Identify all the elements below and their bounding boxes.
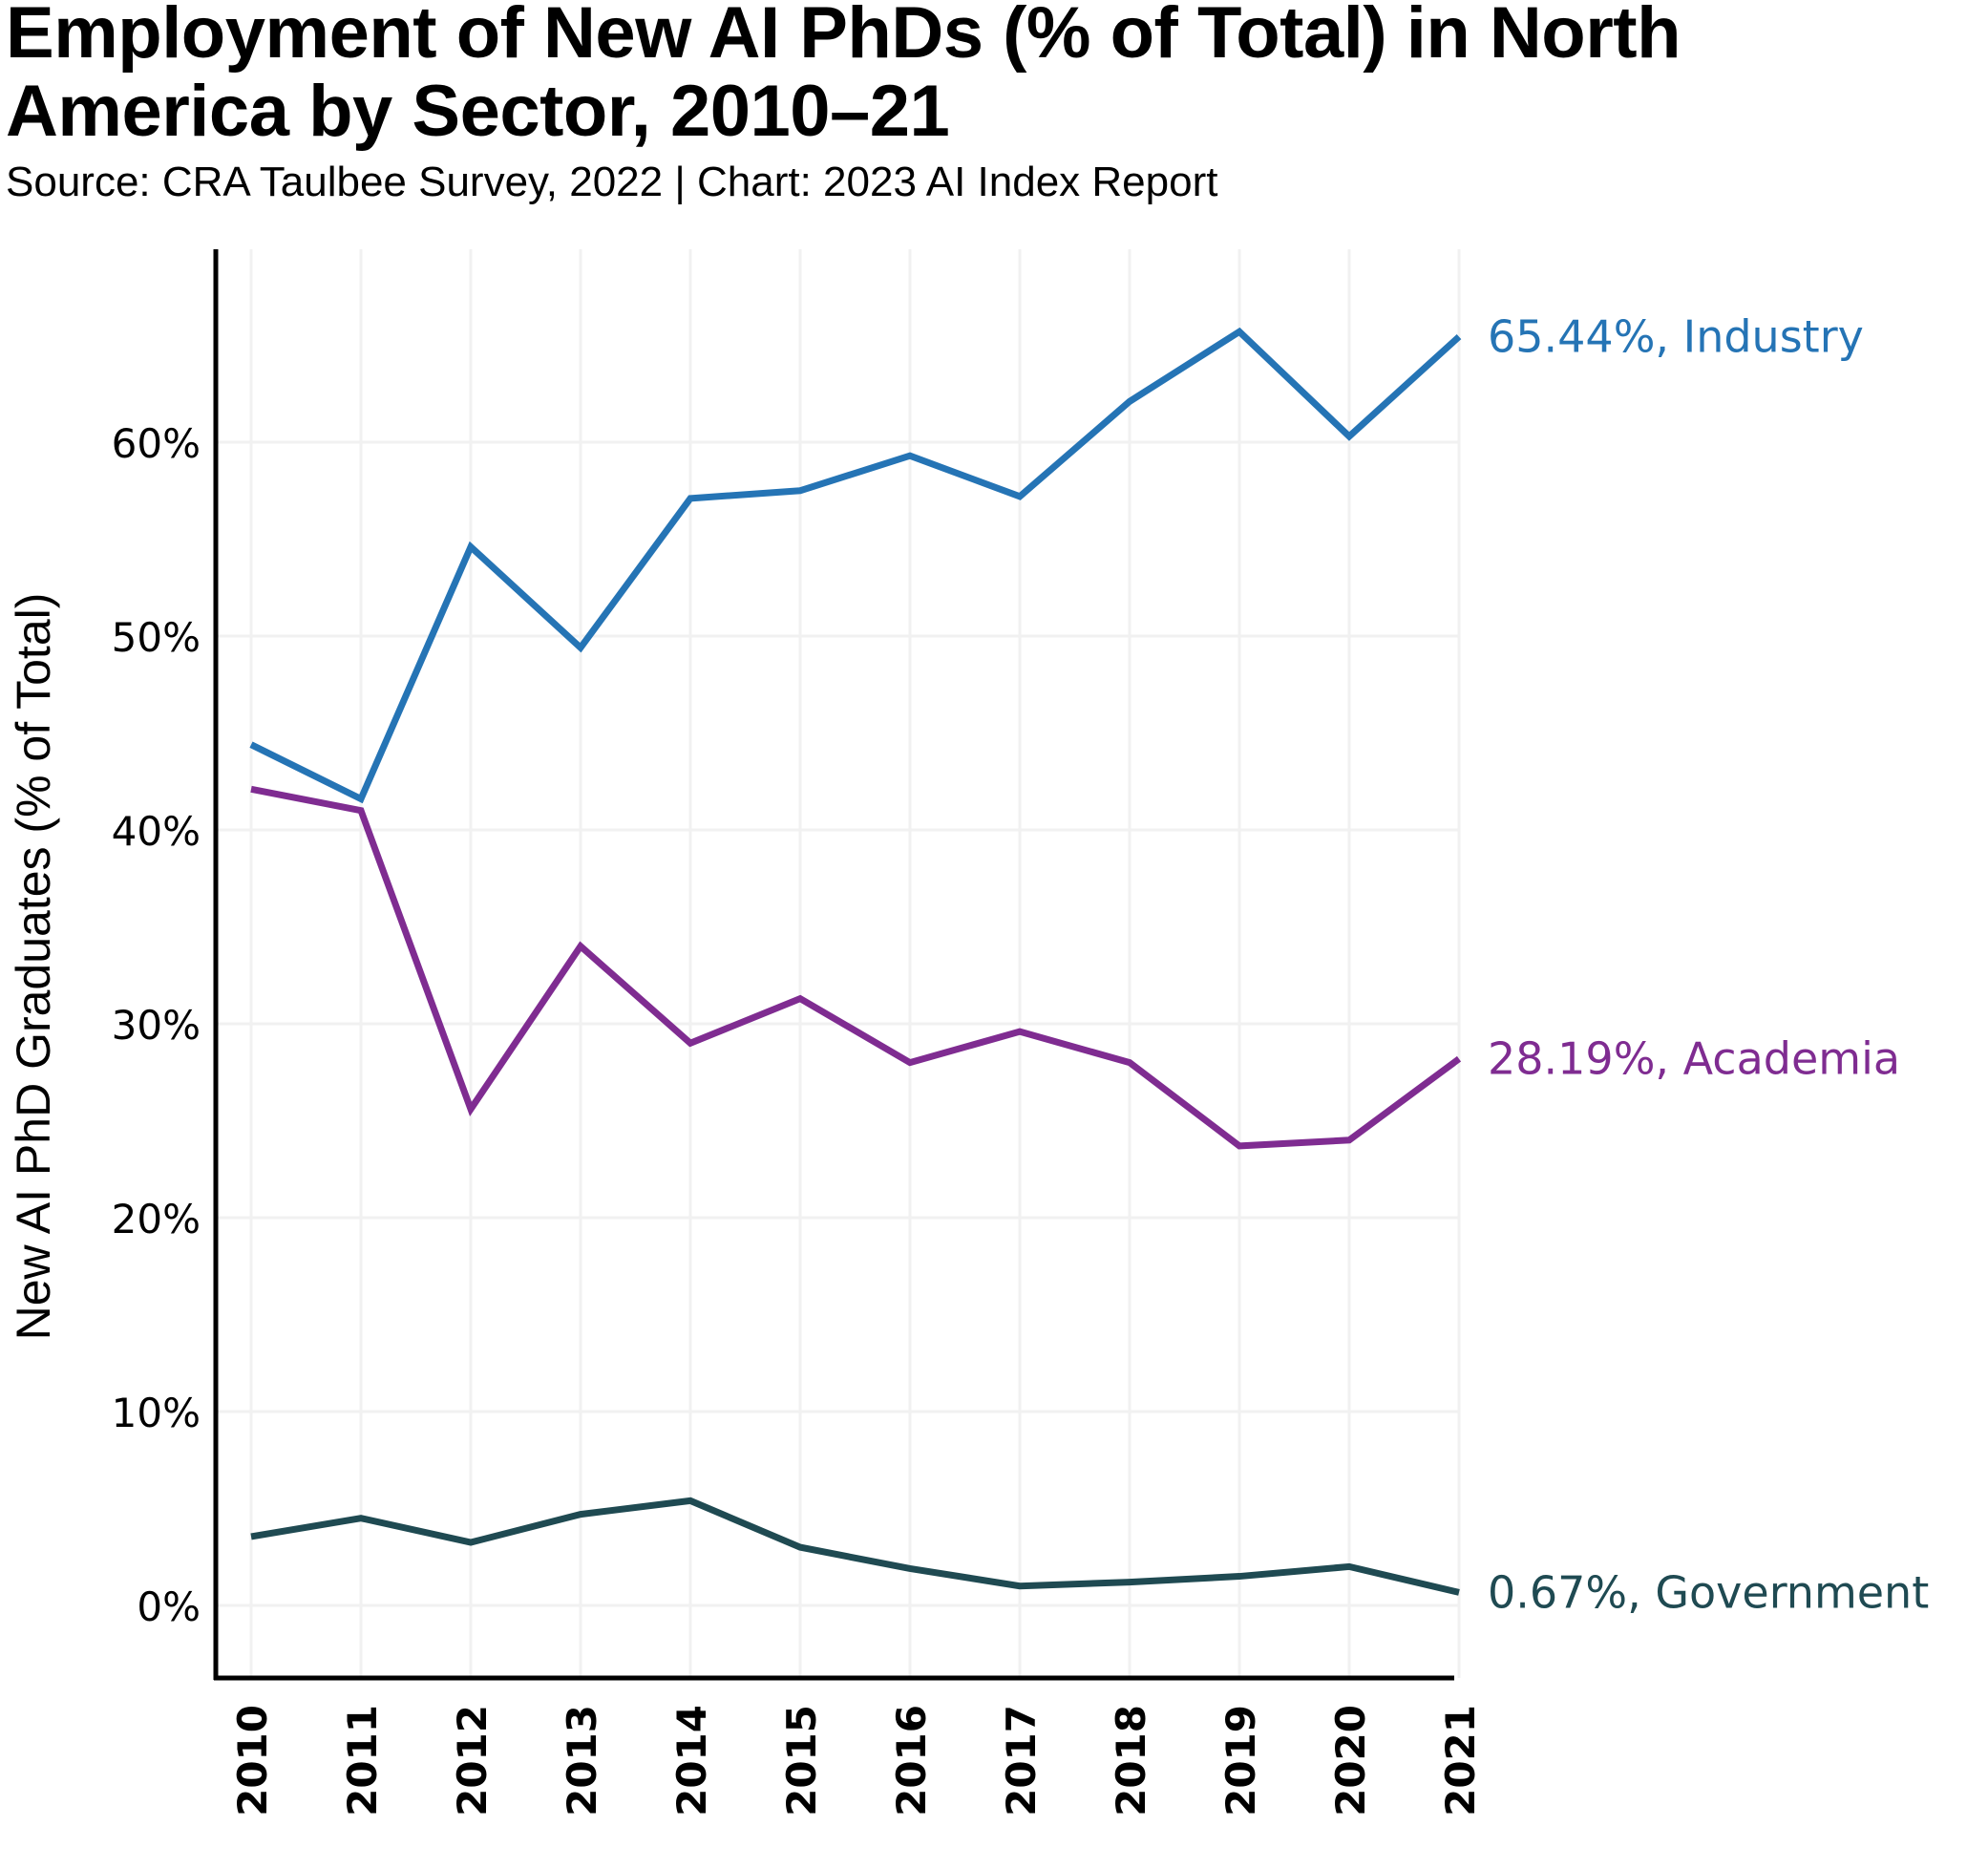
line-academia (250, 785, 1462, 1150)
y-tick-label: 0% (137, 1583, 201, 1630)
end-label-industry: 65.44%, Industry (1488, 311, 1864, 363)
chart-title: Employment of New AI PhDs (% of Total) i… (6, 0, 1681, 152)
x-tick-label: 2011 (339, 1705, 386, 1816)
x-tick-label: 2019 (1217, 1705, 1264, 1816)
y-tick-label: 40% (112, 808, 201, 855)
x-tick-label: 2012 (449, 1705, 496, 1816)
line-industry (249, 327, 1462, 804)
x-tick-label: 2010 (229, 1705, 276, 1816)
x-tick-label: 2015 (778, 1705, 825, 1816)
y-tick-label: 30% (112, 1002, 201, 1049)
y-tick-label: 10% (112, 1390, 201, 1436)
y-tick-label: 60% (112, 420, 201, 467)
x-tick-label: 2017 (998, 1705, 1045, 1816)
x-tick-label: 2016 (888, 1705, 935, 1816)
y-tick-label: 20% (112, 1196, 201, 1242)
x-tick-label: 2014 (668, 1705, 715, 1816)
series-lines (249, 327, 1462, 1596)
line-government (250, 1497, 1460, 1596)
y-tick-label: 50% (112, 614, 201, 661)
y-axis-title: New AI PhD Graduates (% of Total) (7, 593, 60, 1341)
x-tick-label: 2021 (1437, 1705, 1484, 1816)
x-tick-label: 2013 (559, 1705, 605, 1816)
end-label-academia: 28.19%, Academia (1488, 1033, 1900, 1085)
x-axis-ticks: 2010 2011 2012 2013 2014 2015 2016 2017 2018 2019… (229, 1705, 1484, 1816)
end-label-government: 0.67%, Government (1488, 1566, 1929, 1618)
y-axis-ticks: 0% 10% 20% 30% 40% 50% 60% (112, 420, 201, 1630)
gridlines (216, 249, 1461, 1678)
chart-subtitle: Source: CRA Taulbee Survey, 2022 | Chart… (6, 159, 1218, 205)
x-tick-label: 2020 (1327, 1705, 1374, 1816)
x-tick-label: 2018 (1108, 1705, 1154, 1816)
series-end-labels: 65.44%, Industry 28.19%, Academia 0.67%, G… (1488, 311, 1929, 1619)
